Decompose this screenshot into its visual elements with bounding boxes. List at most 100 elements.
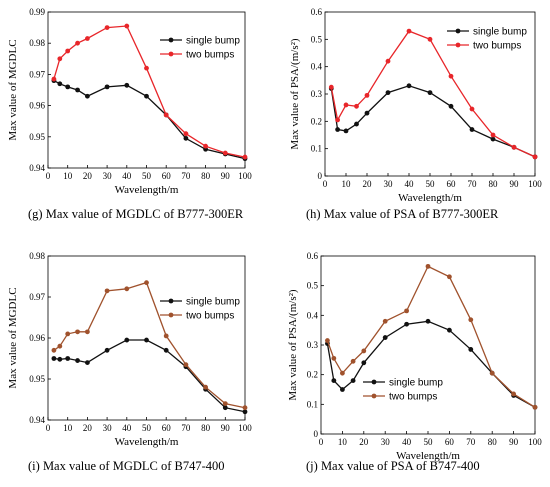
x-tick-label: 20 xyxy=(363,179,373,189)
y-tick-label: 0.5 xyxy=(307,281,319,291)
x-tick-label: 30 xyxy=(381,437,391,447)
x-tick-label: 80 xyxy=(489,179,499,189)
data-point-single-bump xyxy=(124,82,130,88)
data-point-two-bumps xyxy=(57,343,63,349)
x-tick-label: 70 xyxy=(466,437,476,447)
data-point-single-bump xyxy=(183,135,189,141)
chart-g: 0 10 20 30 40 50 60 70 80 90 100 0.94 0.95 0.96 0.97 0.… xyxy=(7,7,252,221)
legend-label: two bumps xyxy=(186,50,234,61)
legend-swatch-marker xyxy=(455,28,461,34)
chart-j: 0 10 20 30 40 50 60 70 80 90 100 0 0.1 0.2 0.3 0.4 0.5 0.… xyxy=(287,251,542,473)
data-point-single-bump xyxy=(57,81,63,87)
data-point-single-bump xyxy=(51,356,57,361)
x-tick-label: 10 xyxy=(338,437,348,447)
legend-swatch-marker xyxy=(168,298,174,304)
data-point-two-bumps xyxy=(406,28,412,34)
x-tick-label: 50 xyxy=(142,171,152,181)
y-tick-label: 0.98 xyxy=(29,251,45,261)
data-point-single-bump xyxy=(448,103,454,109)
x-tick-label: 30 xyxy=(384,179,394,189)
data-point-two-bumps xyxy=(51,347,57,353)
x-tick-label: 90 xyxy=(221,423,231,433)
data-point-single-bump xyxy=(144,337,149,343)
data-point-single-bump xyxy=(468,347,474,352)
data-point-single-bump xyxy=(340,387,345,392)
data-point-two-bumps xyxy=(328,84,334,90)
x-tick-label: 20 xyxy=(359,437,369,447)
y-axis-label: Max value of PSA/(m/s²) xyxy=(289,38,301,149)
y-tick-label: 0.94 xyxy=(29,415,45,425)
y-tick-label: 0.98 xyxy=(29,38,45,48)
caption: (i) Max value of MGDLC of B747-400 xyxy=(28,459,225,473)
data-point-single-bump xyxy=(425,318,431,324)
data-point-two-bumps xyxy=(203,384,209,390)
data-point-two-bumps xyxy=(183,362,189,368)
x-tick-label: 0 xyxy=(46,171,51,181)
y-tick-label: 0.5 xyxy=(311,34,323,44)
y-tick-label: 0.1 xyxy=(307,399,318,409)
data-point-two-bumps xyxy=(144,280,149,286)
x-tick-label: 80 xyxy=(201,171,211,181)
caption-text: Max value of PSA of B777-300ER xyxy=(324,207,499,221)
data-point-single-bump xyxy=(85,93,90,99)
data-point-two-bumps xyxy=(354,103,359,109)
y-tick-label: 0.2 xyxy=(311,116,322,126)
x-tick-label: 40 xyxy=(402,437,412,447)
data-point-single-bump xyxy=(404,321,409,327)
data-point-two-bumps xyxy=(382,318,388,324)
data-point-two-bumps xyxy=(343,102,349,108)
data-point-two-bumps xyxy=(65,331,71,337)
y-tick-label: 0 xyxy=(314,429,319,439)
plot-frame xyxy=(320,255,536,435)
x-tick-label: 50 xyxy=(142,423,152,433)
y-tick-label: 0 xyxy=(318,171,323,181)
legend-label: two bumps xyxy=(186,311,234,322)
legend-label: two bumps xyxy=(473,41,521,52)
data-point-single-bump xyxy=(242,409,248,415)
x-tick-label: 100 xyxy=(238,423,252,433)
data-point-two-bumps xyxy=(183,131,189,137)
x-tick-label: 40 xyxy=(122,423,132,433)
x-tick-label: 50 xyxy=(426,179,436,189)
data-point-two-bumps xyxy=(511,144,517,150)
data-point-single-bump xyxy=(222,405,228,411)
data-point-two-bumps xyxy=(203,143,209,149)
x-tick-label: 10 xyxy=(63,171,73,181)
y-tick-label: 0.2 xyxy=(307,370,318,380)
data-point-two-bumps xyxy=(75,40,80,46)
caption-tag: (j) xyxy=(306,459,321,473)
x-tick-label: 90 xyxy=(510,179,520,189)
y-tick-label: 0.96 xyxy=(29,333,45,343)
legend: single bump two bumps xyxy=(160,297,240,322)
y-tick-label: 0.4 xyxy=(307,310,319,320)
legend-label: single bump xyxy=(186,36,240,47)
data-point-single-bump xyxy=(343,128,349,134)
caption: (g) Max value of MGDLC of B777-300ER xyxy=(28,207,244,221)
data-point-single-bump xyxy=(65,84,71,90)
y-axis-label: Max value of MGDLC xyxy=(7,287,19,388)
data-point-two-bumps xyxy=(163,112,169,118)
data-point-single-bump xyxy=(104,84,110,90)
data-point-two-bumps xyxy=(57,56,63,62)
legend-label: single bump xyxy=(473,27,527,38)
x-tick-label: 70 xyxy=(181,423,191,433)
legend-swatch-marker xyxy=(168,37,174,43)
caption-text: Max value of PSA of B747-400 xyxy=(321,459,480,473)
legend-label: single bump xyxy=(389,378,443,389)
y-axis-label: Max value of PSA/(m/s²) xyxy=(287,289,299,400)
data-point-single-bump xyxy=(490,136,496,142)
data-point-two-bumps xyxy=(489,370,495,376)
data-point-two-bumps xyxy=(468,317,474,323)
data-point-single-bump xyxy=(75,87,80,93)
y-tick-label: 0.6 xyxy=(307,251,319,261)
data-point-single-bump xyxy=(104,347,110,353)
series-line-single-bump xyxy=(53,80,246,160)
data-point-two-bumps xyxy=(124,286,130,292)
caption-text: Max value of MGDLC of B777-300ER xyxy=(46,207,244,221)
data-point-two-bumps xyxy=(404,308,409,314)
data-point-two-bumps xyxy=(532,154,538,160)
x-tick-label: 40 xyxy=(405,179,415,189)
x-tick-label: 0 xyxy=(46,423,51,433)
chart-h: 0 10 20 30 40 50 60 70 80 90 100 0 0.1 0.2 0.3 0.4 0.5 0.… xyxy=(289,7,542,221)
